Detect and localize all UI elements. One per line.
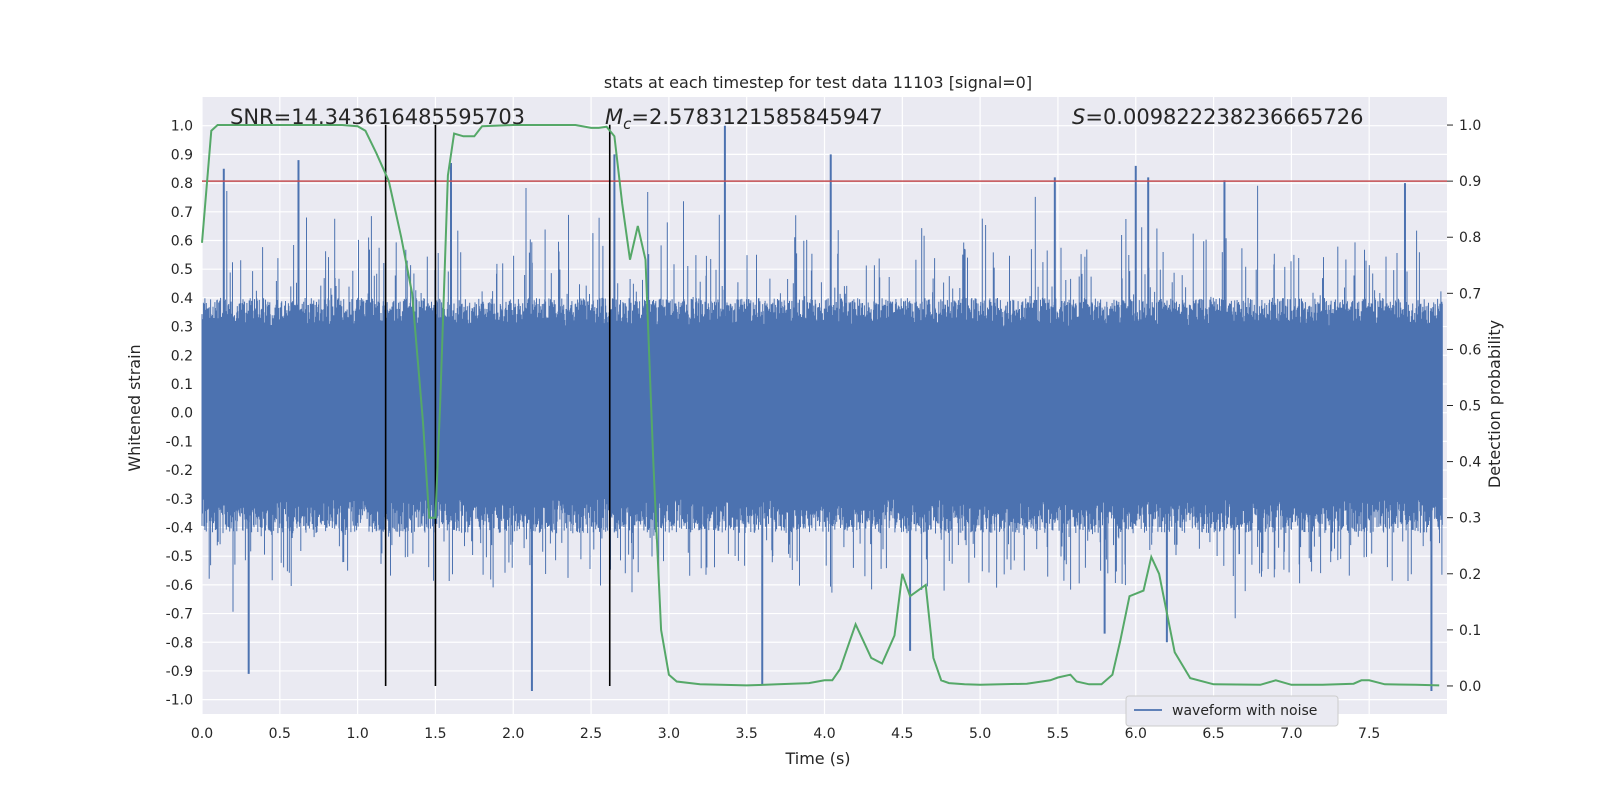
y-tick-label-left: 0.6: [171, 233, 193, 249]
legend-label: waveform with noise: [1172, 703, 1317, 719]
legend: waveform with noise: [1125, 695, 1339, 727]
s-symbol: S: [1072, 105, 1085, 129]
mc-annotation: Mc=2.5783121585845947: [605, 105, 883, 133]
y-tick-label-right: 0.8: [1459, 230, 1481, 246]
y-tick-label-left: -0.6: [166, 578, 193, 594]
s-value: =0.009822238236665726: [1085, 105, 1363, 129]
x-axis-label: Time (s): [784, 749, 850, 768]
snr-annotation: SNR=14.343616485595703: [230, 105, 525, 129]
y-tick-label-left: -0.9: [166, 664, 193, 680]
axis-ticks: 0.0 0.5 1.0 1.5 2.0 2.5 3.0 3.5 4.0 4.5 5.0 5.5 6.0 6…: [166, 118, 1482, 742]
y-tick-label-right: 0.1: [1459, 623, 1481, 639]
y-tick-label-left: -0.2: [166, 463, 193, 479]
x-tick-label: 3.0: [658, 726, 680, 742]
x-tick-label: 0.5: [269, 726, 291, 742]
x-tick-label: 2.0: [502, 726, 524, 742]
y-tick-label-right: 0.3: [1459, 511, 1481, 527]
x-tick-label: 6.0: [1125, 726, 1147, 742]
y-tick-label-right: 1.0: [1459, 118, 1481, 134]
y-tick-label-left: 0.9: [171, 147, 193, 163]
y-tick-label-left: 0.8: [171, 176, 193, 192]
y-axis-label-left: Whitened strain: [125, 344, 144, 471]
y-tick-label-left: 0.3: [171, 320, 193, 336]
x-tick-label: 4.0: [813, 726, 835, 742]
mc-subscript: c: [623, 115, 632, 133]
y-tick-label-right: 0.7: [1459, 286, 1481, 302]
x-tick-label: 2.5: [580, 726, 602, 742]
mc-value: =2.5783121585845947: [631, 105, 882, 129]
y-tick-label-left: -0.7: [166, 607, 193, 623]
x-tick-label: 3.5: [736, 726, 758, 742]
y-tick-label-left: -1.0: [166, 693, 193, 709]
x-tick-label: 1.0: [346, 726, 368, 742]
x-tick-label: 6.5: [1202, 726, 1224, 742]
y-tick-label-left: 0.5: [171, 262, 193, 278]
legend-box: [1125, 695, 1339, 727]
x-tick-label: 5.0: [969, 726, 991, 742]
y-tick-label-left: -0.4: [166, 520, 193, 536]
y-tick-label-left: -0.3: [166, 492, 193, 508]
strain-series: [201, 125, 1443, 692]
overlays: [201, 124, 1447, 687]
chart-title: stats at each timestep for test data 111…: [604, 73, 1032, 92]
y-tick-label-left: -0.5: [166, 549, 193, 565]
y-tick-label-left: -0.1: [166, 434, 193, 450]
s-annotation: S=0.009822238236665726: [1072, 105, 1363, 129]
x-tick-label: 7.0: [1280, 726, 1302, 742]
y-tick-label-left: 0.7: [171, 205, 193, 221]
y-tick-label-left: -0.8: [166, 635, 193, 651]
x-tick-label: 0.0: [191, 726, 213, 742]
y-tick-label-left: 0.4: [171, 291, 193, 307]
detection-probability-line: [201, 124, 1440, 687]
y-tick-label-right: 0.5: [1459, 399, 1481, 415]
y-tick-label-left: 0.2: [171, 348, 193, 364]
x-tick-label: 7.5: [1358, 726, 1380, 742]
mc-symbol: M: [605, 105, 623, 129]
x-tick-label: 4.5: [891, 726, 913, 742]
y-tick-label-left: 0.1: [171, 377, 193, 393]
strain-trace: [201, 185, 1443, 619]
y-tick-label-right: 0.4: [1459, 455, 1481, 471]
y-axis-label-right: Detection probability: [1485, 320, 1504, 488]
x-tick-label: 1.5: [424, 726, 446, 742]
y-tick-label-left: 0.0: [171, 406, 193, 422]
x-tick-label: 5.5: [1047, 726, 1069, 742]
y-tick-label-right: 0.2: [1459, 567, 1481, 583]
y-tick-label-left: 1.0: [171, 119, 193, 135]
y-tick-label-right: 0.0: [1459, 679, 1481, 695]
y-tick-label-right: 0.9: [1459, 174, 1481, 190]
y-tick-label-right: 0.6: [1459, 342, 1481, 358]
